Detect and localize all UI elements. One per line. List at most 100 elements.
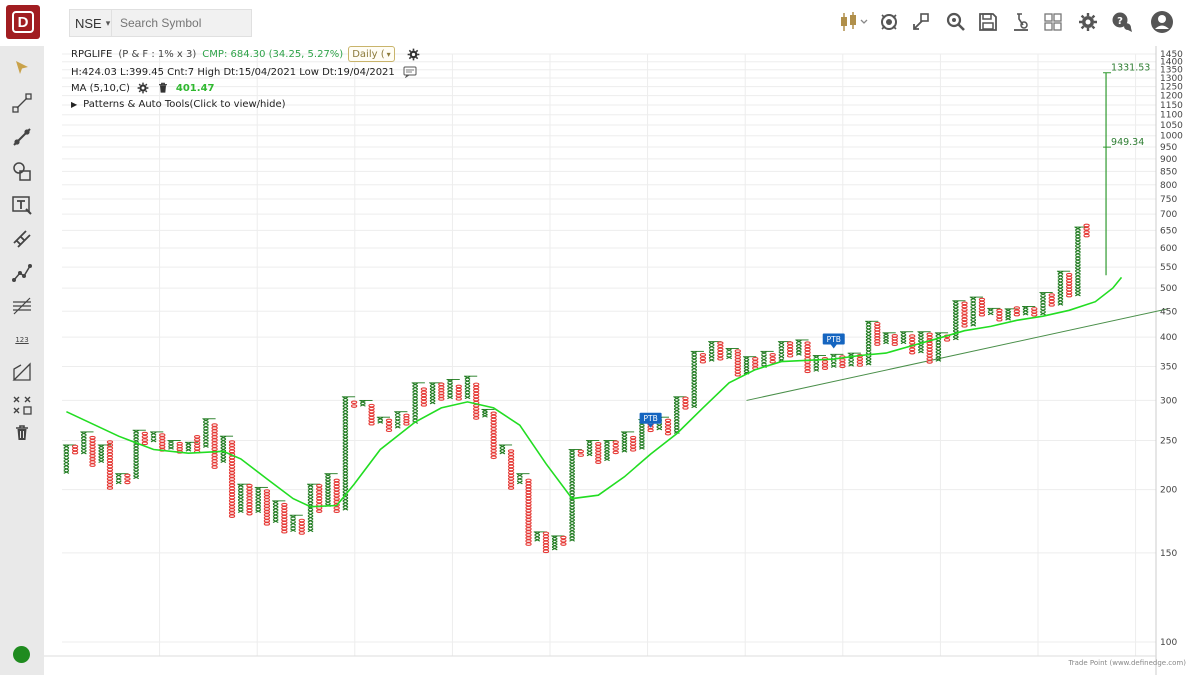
symbol-row: RPGLIFE (P & F : 1% x 3) CMP: 684.30 (34… [71,46,421,62]
price-tick-label: 1150 [1160,101,1183,111]
price-tick-label: 1000 [1160,132,1183,142]
o-column [263,489,271,526]
delete-icon[interactable] [8,419,36,447]
line-segment-icon[interactable] [8,89,36,117]
text-tool-icon[interactable] [8,191,36,219]
chat-icon[interactable]: ? [1110,10,1134,34]
layout-grid-icon[interactable] [1041,10,1065,34]
o-column [1083,223,1090,238]
x-column [586,440,600,457]
ma-settings-icon[interactable] [136,81,150,95]
trendline-icon[interactable] [8,123,36,151]
o-column [996,308,1003,322]
symbol-search-input[interactable] [111,9,252,37]
price-tick-label: 300 [1160,396,1177,406]
o-column [909,334,916,355]
price-tick-label: 1300 [1160,74,1183,84]
x-column [167,440,181,450]
chart-grid [44,46,1157,675]
o-column [420,387,428,407]
timeframe-select[interactable]: Daily ( ▾ [348,46,395,62]
compare-icon[interactable] [909,10,933,34]
x-column [463,375,478,400]
o-column [577,449,584,457]
price-tick-label: 500 [1160,284,1177,294]
x-column [202,418,216,448]
projection-icon[interactable] [8,358,36,386]
o-column [926,332,933,364]
o-column [211,423,218,469]
o-column [542,531,550,554]
pnf-chart[interactable]: 1331.53 949.34 PTB PTB 100 150 200 250 300 350 4… [44,46,1200,675]
ma-delete-icon[interactable] [156,81,170,95]
measure-icon[interactable] [8,225,36,253]
o-column [752,357,759,370]
o-column [246,483,253,516]
x-column [254,486,268,513]
symbol-name: RPGLIFE [71,48,113,60]
o-column [333,478,340,514]
auto-tools-icon[interactable] [8,391,36,419]
app-logo[interactable]: D [6,5,40,39]
lab-icon[interactable] [1009,10,1033,34]
scan-settings-icon[interactable] [944,10,968,34]
o-column [89,435,96,467]
o-column [106,440,114,490]
footer-credit: Trade Point (www.definedge.com) [1068,659,1187,667]
x-column [150,431,164,443]
o-column [525,478,532,546]
pf-params: (P & F : 1% x 3) [118,48,197,60]
x-column [551,535,565,551]
o-column [194,434,201,454]
x-column [411,382,425,424]
price-tick-label: 250 [1160,437,1177,447]
save-icon[interactable] [976,10,1000,34]
o-column [141,431,148,446]
x-column [690,350,704,409]
fib-icon[interactable] [8,292,36,320]
price-tick-label: 1250 [1160,83,1183,93]
pattern-icon[interactable] [8,259,36,287]
x-column [533,531,547,542]
price-tick-label: 850 [1160,167,1177,177]
exchange-select[interactable]: NSE ▾ [69,9,111,37]
x-column [498,444,513,455]
x-column [917,331,931,354]
ma-line [66,276,1123,508]
x-column [132,429,146,480]
price-tick-label: 700 [1160,210,1177,220]
chart-settings-icon[interactable] [407,47,421,61]
indicator-icon[interactable] [877,10,901,34]
x-column [289,514,303,533]
ptb-badge: PTB [822,333,845,349]
x-column [1074,226,1088,297]
shapes-icon[interactable] [8,157,36,185]
top-bar: D NSE ▾ [0,0,1200,44]
stats-row: H:424.03 L:399.45 Cnt:7 High Dt:15/04/20… [71,64,417,80]
patterns-toggle[interactable]: ▶ Patterns & Auto Tools(Click to view/hi… [71,96,286,112]
ptb-badge: PTB [639,412,662,428]
candlestick-icon[interactable] [838,10,870,34]
o-column [699,353,707,364]
o-column [124,473,131,485]
count-123-icon[interactable]: 123 [8,326,36,354]
x-column [307,483,321,533]
x-column [115,473,129,485]
stats-text: H:424.03 L:399.45 Cnt:7 High Dt:15/04/20… [71,66,395,78]
o-column [595,442,602,464]
user-icon[interactable] [1150,10,1174,34]
o-column [1066,272,1073,298]
settings-icon[interactable] [1076,10,1100,34]
price-tick-label: 550 [1160,263,1177,273]
o-column [612,440,619,455]
cursor-icon[interactable] [8,54,36,82]
trendline [746,308,1168,401]
comment-icon[interactable] [403,65,417,79]
x-column [1039,292,1053,316]
o-column [734,349,741,377]
o-column [228,440,236,518]
x-column [97,444,111,464]
ptb-badges: PTB PTB [639,333,845,428]
o-column [630,435,637,452]
x-column [80,431,94,455]
